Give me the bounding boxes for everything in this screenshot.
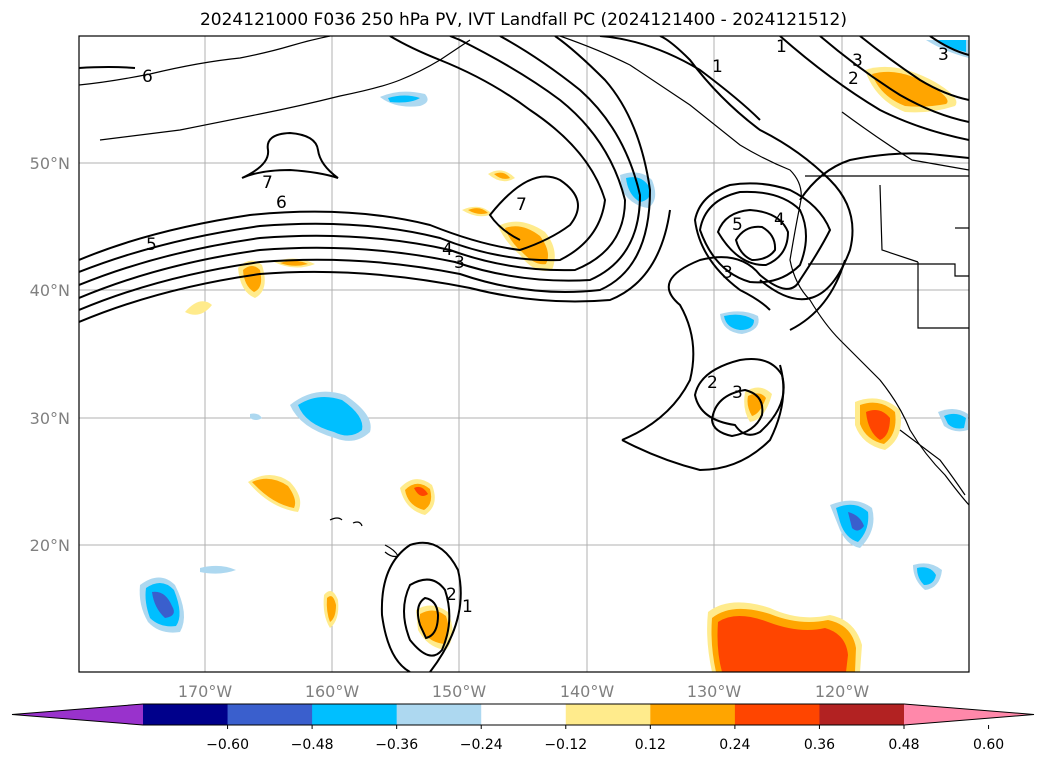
colorbar-swatch	[734, 704, 820, 725]
colorbar-extend-max	[904, 704, 1034, 725]
colorbar-extend-min	[12, 704, 143, 725]
contour-label: 1	[712, 57, 723, 77]
colorbar-tick-label: 0.36	[804, 737, 835, 753]
lon-label: 120°W	[815, 682, 870, 701]
contour-label: 1	[462, 597, 473, 617]
contour-label: 4	[442, 240, 453, 260]
contour-label: 2	[848, 69, 859, 89]
lat-label: 50°N	[30, 154, 70, 173]
contour-label: 3	[938, 45, 949, 65]
map-title: 2024121000 F036 250 hPa PV, IVT Landfall…	[199, 10, 847, 30]
colorbar-swatch	[650, 704, 736, 725]
colorbar-swatch	[565, 704, 651, 725]
contour-label: 7	[262, 173, 273, 193]
lon-label: 150°W	[432, 682, 487, 701]
contour-labels: 6 7 6 5 4 3 7 1 1 3 2 5 4 3 2 3 2 1 3	[142, 37, 949, 617]
colorbar-swatch	[396, 704, 482, 725]
colorbar-tick-label: −0.36	[375, 737, 418, 753]
contour-label: 2	[446, 585, 457, 605]
lat-labels: 50°N 40°N 30°N 20°N	[30, 154, 70, 555]
contour-label: 3	[852, 51, 863, 71]
contour-label: 2	[707, 373, 718, 393]
map-area	[79, 36, 969, 672]
contour-label: 3	[722, 263, 733, 283]
colorbar-tick-label: 0.48	[888, 737, 919, 753]
contour-label: 5	[732, 215, 743, 235]
contour-label: 6	[276, 193, 287, 213]
pc-shading	[139, 40, 969, 672]
colorbar-swatch	[819, 704, 905, 725]
colorbar-outline	[11, 703, 1035, 726]
colorbar-tick-label: 0.12	[635, 737, 666, 753]
colorbar-swatch	[227, 704, 313, 725]
contour-label: 7	[516, 195, 527, 215]
colorbar-swatch	[312, 704, 398, 725]
contour-label: 5	[146, 235, 157, 255]
contour-label: 3	[732, 383, 743, 403]
lon-label: 160°W	[305, 682, 360, 701]
lat-label: 20°N	[30, 536, 70, 555]
colorbar-swatch	[481, 704, 567, 725]
gridlines	[79, 36, 969, 672]
lon-label: 130°W	[687, 682, 742, 701]
contour-label: 6	[142, 67, 153, 87]
colorbar-tick-label: −0.24	[460, 737, 503, 753]
lat-label: 40°N	[30, 281, 70, 300]
map-border	[78, 35, 970, 673]
colorbar-tick-label: −0.60	[206, 737, 249, 753]
lon-label: 140°W	[560, 682, 615, 701]
lon-label: 170°W	[178, 682, 233, 701]
contour-label: 4	[774, 210, 785, 230]
lat-label: 30°N	[30, 409, 70, 428]
pv-contours	[79, 36, 969, 672]
colorbar-swatch	[143, 704, 229, 725]
contour-label: 3	[454, 253, 465, 273]
colorbar-tick-label: −0.48	[291, 737, 334, 753]
contour-label: 1	[776, 37, 787, 57]
colorbar-tick-label: 0.24	[719, 737, 750, 753]
lon-labels: 170°W 160°W 150°W 140°W 130°W 120°W	[178, 682, 870, 701]
colorbar-tick-label: 0.60	[973, 737, 1004, 753]
colorbar: −0.60 −0.48 −0.36 −0.24 −0.12 0.12 0.24 0.36 0.4…	[11, 703, 1035, 753]
colorbar-tick-label: −0.12	[544, 737, 587, 753]
